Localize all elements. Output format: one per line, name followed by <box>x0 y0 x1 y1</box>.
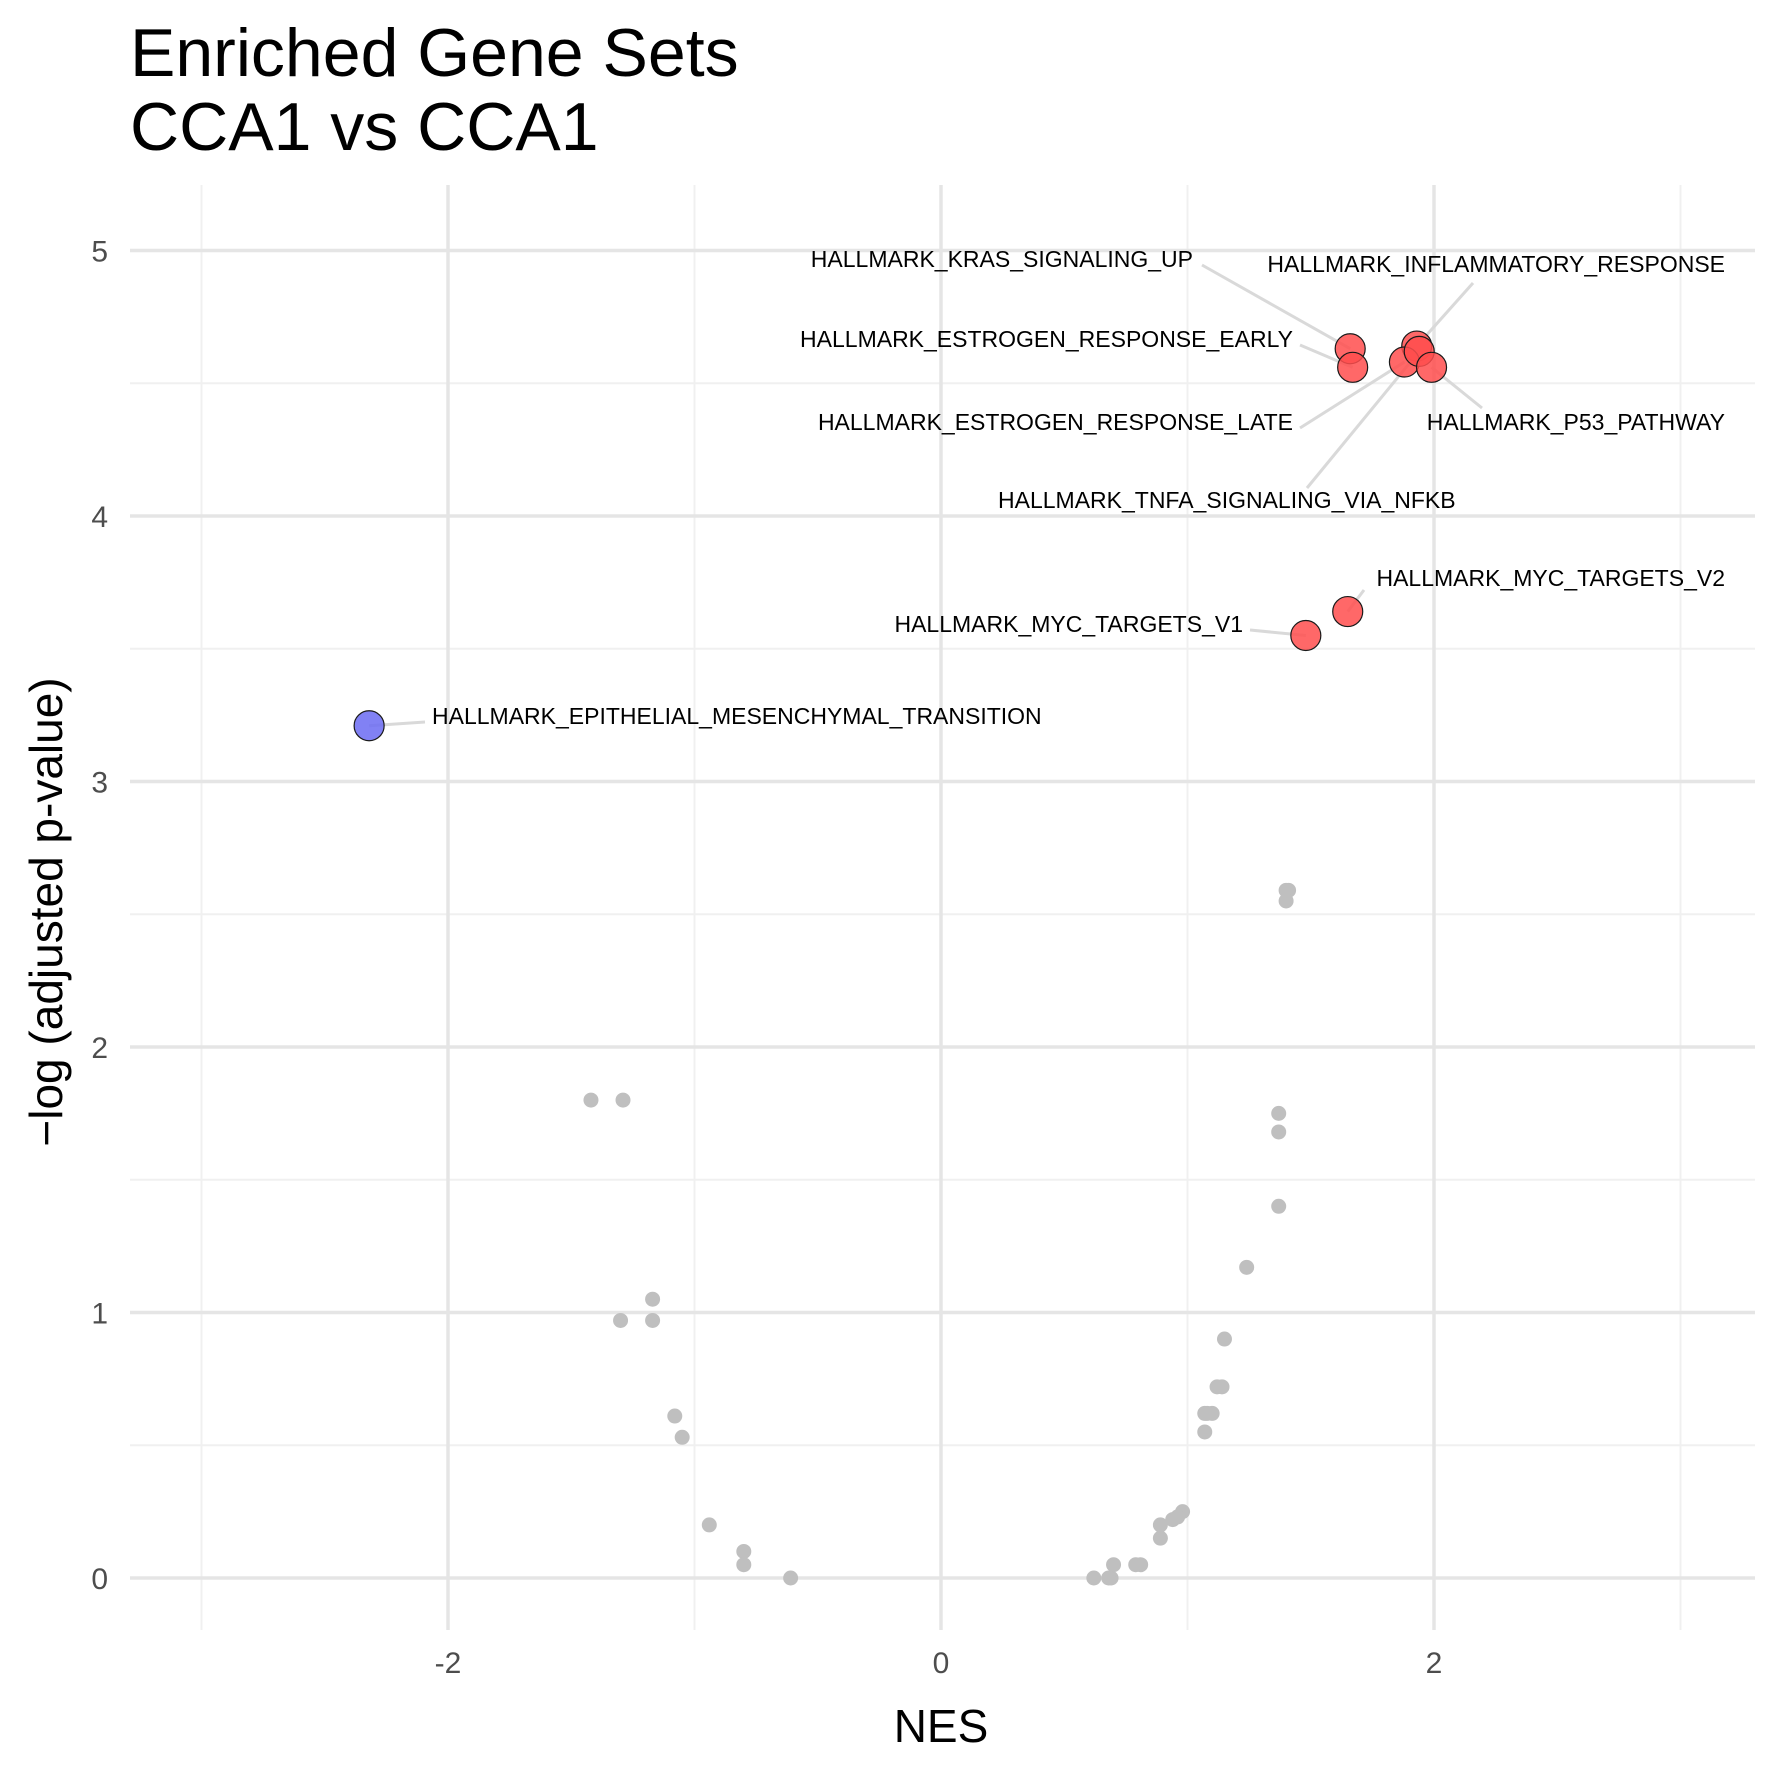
axis-tick-labels: 0 1 2 3 4 5 -2 0 2 <box>91 236 1442 1681</box>
nonsignificant-point <box>1271 1198 1287 1214</box>
nonsignificant-point <box>615 1092 631 1108</box>
x-tick-label: 2 <box>1426 1647 1443 1680</box>
y-tick-label: 2 <box>91 1032 108 1065</box>
nonsignificant-point <box>1216 1331 1232 1347</box>
nonsignificant-point <box>1086 1570 1102 1586</box>
nonsignificant-point <box>1101 1570 1117 1586</box>
point-label: HALLMARK_KRAS_SIGNALING_UP <box>811 246 1193 272</box>
grid-lines <box>130 185 1755 1630</box>
point-label: HALLMARK_INFLAMMATORY_RESPONSE <box>1267 251 1725 277</box>
nonsignificant-point <box>674 1429 690 1445</box>
nonsignificant-point <box>1106 1557 1122 1573</box>
nonsignificant-point <box>736 1543 752 1559</box>
nonsignificant-point <box>1152 1530 1168 1546</box>
label-leader-line <box>1201 263 1351 351</box>
nonsignificant-point <box>1128 1557 1144 1573</box>
point-label: HALLMARK_ESTROGEN_RESPONSE_LATE <box>818 409 1293 435</box>
nonsignificant-point <box>783 1570 799 1586</box>
upregulated-point <box>1337 351 1369 383</box>
x-axis-title: NES <box>894 1700 989 1752</box>
point-label: HALLMARK_P53_PATHWAY <box>1427 409 1725 435</box>
nonsignificant-point <box>1209 1379 1225 1395</box>
y-tick-label: 3 <box>91 767 108 800</box>
y-tick-label: 4 <box>91 501 108 534</box>
nonsignificant-point <box>701 1517 717 1533</box>
chart-title-line-1: Enriched Gene Sets <box>130 15 739 91</box>
downregulated-point <box>353 710 385 742</box>
nonsignificant-point <box>1152 1517 1168 1533</box>
nonsignificant-point <box>1197 1424 1213 1440</box>
nonsignificant-point <box>645 1291 661 1307</box>
nonsignificant-point <box>645 1312 661 1328</box>
upregulated-point <box>1332 595 1364 628</box>
nonsignificant-point <box>1278 893 1294 909</box>
nonsignificant-point <box>1271 1124 1287 1140</box>
point-labels: HALLMARK_KRAS_SIGNALING_UP HALLMARK_ESTRO… <box>432 246 1725 729</box>
y-axis-title: −log (adjusted p-value) <box>20 677 72 1146</box>
upregulated-point <box>1415 351 1448 383</box>
x-tick-label: -2 <box>435 1647 462 1680</box>
nonsignificant-point <box>583 1092 599 1108</box>
nonsignificant-point <box>613 1312 629 1328</box>
point-label: HALLMARK_ESTROGEN_RESPONSE_EARLY <box>800 326 1293 352</box>
upregulated-point <box>1290 619 1322 652</box>
y-tick-label: 0 <box>91 1563 108 1596</box>
point-label: HALLMARK_EPITHELIAL_MESENCHYMAL_TRANSITI… <box>432 703 1042 729</box>
point-label: HALLMARK_MYC_TARGETS_V2 <box>1376 565 1725 591</box>
nonsignificant-point <box>1271 1105 1287 1121</box>
nonsignificant-point <box>1239 1259 1255 1275</box>
point-label: HALLMARK_TNFA_SIGNALING_VIA_NFKB <box>998 487 1456 513</box>
point-label: HALLMARK_MYC_TARGETS_V1 <box>894 611 1243 637</box>
chart-title-line-2: CCA1 vs CCA1 <box>130 89 599 165</box>
x-tick-label: 0 <box>933 1647 950 1680</box>
nonsignificant-point <box>1165 1512 1181 1528</box>
data-points <box>353 330 1448 1586</box>
nonsignificant-point <box>667 1408 683 1424</box>
label-leader-lines <box>369 263 1483 728</box>
y-tick-label: 1 <box>91 1298 108 1331</box>
nonsignificant-point <box>736 1557 752 1573</box>
label-leader-line <box>1299 360 1406 430</box>
nonsignificant-point <box>1197 1405 1213 1421</box>
y-tick-label: 5 <box>91 236 108 269</box>
nonsignificant-point <box>1278 882 1294 898</box>
